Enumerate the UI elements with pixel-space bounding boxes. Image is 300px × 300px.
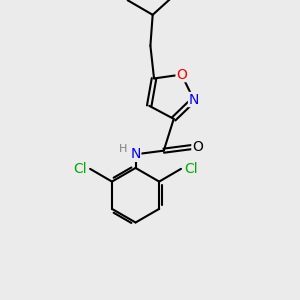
Text: N: N: [130, 147, 141, 161]
Text: Cl: Cl: [184, 162, 198, 176]
Text: H: H: [118, 144, 127, 154]
Text: N: N: [188, 93, 199, 106]
Text: O: O: [192, 140, 203, 154]
Text: Cl: Cl: [73, 162, 87, 176]
Text: O: O: [176, 68, 187, 82]
